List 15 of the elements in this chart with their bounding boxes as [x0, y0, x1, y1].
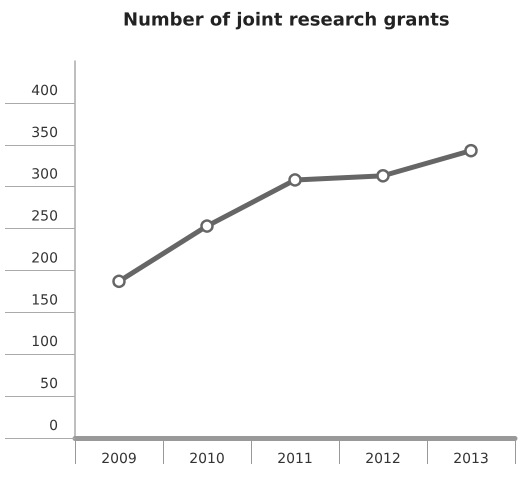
y-tick-label: 100: [31, 334, 58, 350]
y-tick-label: 0: [49, 418, 58, 434]
x-tick-label: 2012: [365, 451, 401, 467]
y-tick-label: 300: [31, 166, 58, 183]
x-tick-label: 2009: [101, 451, 137, 467]
y-tick-label: 400: [31, 82, 58, 99]
y-tick-label: 250: [31, 208, 58, 225]
y-tick-label: 200: [31, 250, 58, 266]
chart-title: Number of joint research grants: [123, 10, 450, 30]
y-tick-label: 150: [31, 292, 58, 308]
y-tick-label: 350: [31, 124, 58, 141]
y-tick-label: 50: [40, 376, 58, 392]
x-tick-label: 2011: [277, 451, 313, 467]
x-tick-label: 2010: [189, 451, 225, 467]
x-tick-label: 2013: [453, 451, 489, 467]
